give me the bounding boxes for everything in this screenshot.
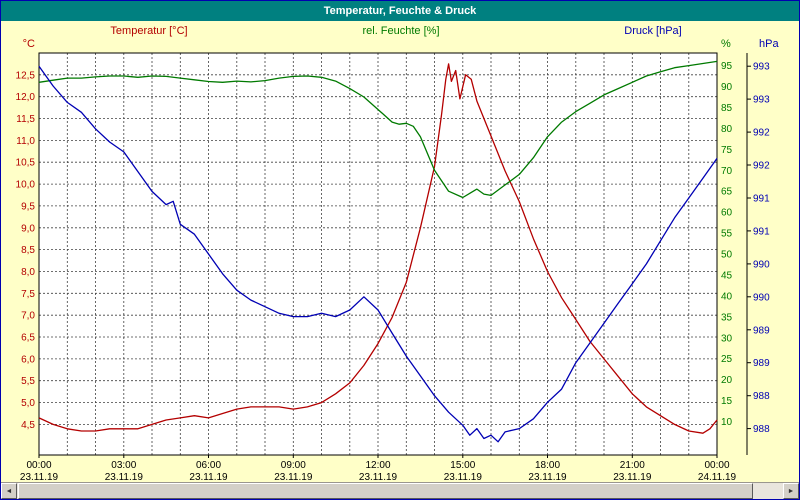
svg-text:00:00: 00:00 bbox=[704, 460, 729, 471]
svg-text:23.11.19: 23.11.19 bbox=[359, 472, 398, 483]
svg-text:990: 990 bbox=[753, 259, 770, 270]
svg-text:12,0: 12,0 bbox=[16, 92, 36, 103]
svg-text:23.11.19: 23.11.19 bbox=[274, 472, 313, 483]
svg-text:23.11.19: 23.11.19 bbox=[613, 472, 652, 483]
humidity-axis-ticks: 10 15 20 25 30 35 40 45 50 55 60 65 70 75 80 85 90 95 bbox=[721, 61, 733, 428]
svg-text:989: 989 bbox=[753, 358, 770, 369]
temperature-axis-title: Temperatur [°C] bbox=[110, 25, 187, 37]
series-line-temperature bbox=[38, 63, 718, 434]
svg-text:80: 80 bbox=[721, 124, 733, 135]
svg-text:6,5: 6,5 bbox=[21, 333, 35, 344]
svg-text:12,5: 12,5 bbox=[16, 70, 36, 81]
svg-text:990: 990 bbox=[753, 292, 770, 303]
svg-text:24.11.19: 24.11.19 bbox=[698, 472, 737, 483]
svg-text:45: 45 bbox=[721, 270, 733, 281]
svg-text:11,5: 11,5 bbox=[16, 114, 35, 125]
svg-text:23.11.19: 23.11.19 bbox=[528, 472, 567, 483]
horizontal-scrollbar[interactable]: ◄ ► bbox=[1, 482, 799, 499]
temperature-axis-ticks: 4,5 5,0 5,5 6,0 6,5 7,0 7,5 8,0 8,5 9,0 9,5 10,0 10,… bbox=[16, 70, 36, 431]
series-lines bbox=[38, 60, 718, 443]
svg-text:5,0: 5,0 bbox=[21, 398, 35, 409]
svg-text:988: 988 bbox=[753, 424, 770, 435]
svg-text:35: 35 bbox=[721, 312, 733, 323]
scroll-left-button[interactable]: ◄ bbox=[1, 483, 17, 499]
chart: Temperatur [°C] rel. Feuchte [%] Druck [hP… bbox=[16, 25, 780, 483]
svg-text:40: 40 bbox=[721, 291, 733, 302]
svg-text:7,0: 7,0 bbox=[21, 311, 35, 322]
svg-text:992: 992 bbox=[753, 161, 770, 172]
svg-text:9,0: 9,0 bbox=[21, 223, 35, 234]
svg-text:85: 85 bbox=[721, 103, 733, 114]
svg-text:988: 988 bbox=[753, 391, 770, 402]
svg-text:11,0: 11,0 bbox=[16, 136, 35, 147]
svg-text:70: 70 bbox=[721, 166, 733, 177]
svg-text:9,5: 9,5 bbox=[21, 201, 35, 212]
humidity-axis-title: rel. Feuchte [%] bbox=[362, 25, 439, 37]
svg-text:09:00: 09:00 bbox=[281, 460, 306, 471]
svg-text:5,5: 5,5 bbox=[21, 376, 35, 387]
svg-text:993: 993 bbox=[753, 95, 770, 106]
svg-text:23.11.19: 23.11.19 bbox=[444, 472, 483, 483]
svg-text:991: 991 bbox=[753, 226, 770, 237]
title-bar: Temperatur, Feuchte & Druck bbox=[1, 1, 799, 21]
svg-text:23.11.19: 23.11.19 bbox=[189, 472, 228, 483]
svg-text:20: 20 bbox=[721, 375, 733, 386]
svg-text:75: 75 bbox=[721, 145, 733, 156]
svg-text:8,0: 8,0 bbox=[21, 267, 35, 278]
scrollbar-thumb[interactable] bbox=[18, 483, 754, 499]
chart-area: Temperatur [°C] rel. Feuchte [%] Druck [hP… bbox=[1, 21, 799, 483]
series-line-humidity bbox=[38, 60, 718, 199]
x-axis-ticks: 00:0023.11.1903:0023.11.1906:0023.11.190… bbox=[20, 455, 737, 483]
svg-text:00:00: 00:00 bbox=[26, 460, 51, 471]
svg-text:10,0: 10,0 bbox=[16, 180, 36, 191]
svg-text:50: 50 bbox=[721, 250, 733, 261]
svg-text:15: 15 bbox=[721, 396, 733, 407]
svg-text:21:00: 21:00 bbox=[620, 460, 645, 471]
pressure-unit-label: hPa bbox=[759, 38, 779, 50]
svg-text:8,5: 8,5 bbox=[21, 245, 35, 256]
series-line-pressure bbox=[38, 65, 718, 443]
svg-text:03:00: 03:00 bbox=[111, 460, 136, 471]
svg-text:15:00: 15:00 bbox=[450, 460, 475, 471]
scroll-right-icon: ► bbox=[787, 487, 795, 495]
svg-text:993: 993 bbox=[753, 62, 770, 73]
svg-text:992: 992 bbox=[753, 128, 770, 139]
axis-titles: Temperatur [°C] rel. Feuchte [%] Druck [hP… bbox=[23, 25, 780, 50]
svg-text:10,5: 10,5 bbox=[16, 158, 36, 169]
pressure-axis-ticks: 988 988 989 989 990 990 991 991 992 992 993 993 bbox=[746, 53, 770, 455]
svg-text:65: 65 bbox=[721, 187, 733, 198]
svg-text:30: 30 bbox=[721, 333, 733, 344]
scroll-right-button[interactable]: ► bbox=[783, 483, 799, 499]
svg-text:95: 95 bbox=[721, 61, 733, 72]
svg-text:25: 25 bbox=[721, 354, 733, 365]
svg-text:90: 90 bbox=[721, 82, 733, 93]
svg-text:18:00: 18:00 bbox=[535, 460, 560, 471]
svg-text:55: 55 bbox=[721, 229, 733, 240]
svg-text:4,5: 4,5 bbox=[21, 420, 35, 431]
scrollbar-track[interactable] bbox=[17, 483, 783, 499]
gridlines bbox=[39, 53, 717, 455]
svg-text:12:00: 12:00 bbox=[365, 460, 390, 471]
svg-text:23.11.19: 23.11.19 bbox=[20, 472, 59, 483]
temperature-unit-label: °C bbox=[23, 38, 35, 50]
svg-text:06:00: 06:00 bbox=[196, 460, 221, 471]
humidity-unit-label: % bbox=[721, 38, 731, 50]
scroll-left-icon: ◄ bbox=[5, 487, 13, 495]
window-title: Temperatur, Feuchte & Druck bbox=[323, 5, 477, 17]
svg-text:6,0: 6,0 bbox=[21, 354, 35, 365]
svg-text:7,5: 7,5 bbox=[21, 289, 35, 300]
svg-text:10: 10 bbox=[721, 417, 733, 428]
svg-text:991: 991 bbox=[753, 194, 770, 205]
pressure-axis-title: Druck [hPa] bbox=[624, 25, 681, 37]
svg-text:989: 989 bbox=[753, 325, 770, 336]
svg-text:23.11.19: 23.11.19 bbox=[105, 472, 144, 483]
svg-text:60: 60 bbox=[721, 208, 733, 219]
